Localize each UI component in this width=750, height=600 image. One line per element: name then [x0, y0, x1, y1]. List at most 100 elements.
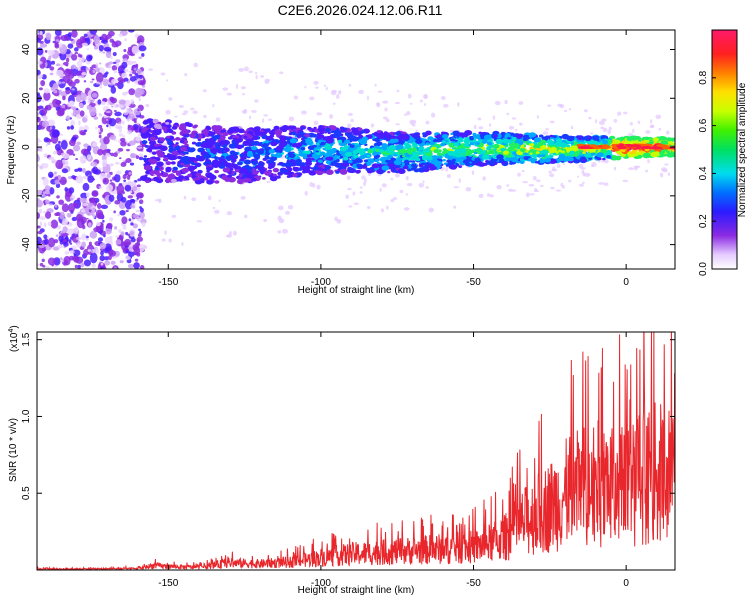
heatmap-cell	[164, 230, 167, 235]
heatmap-cell	[66, 126, 71, 130]
heatmap-cell	[108, 125, 111, 129]
colorbar-ticks: 0.0 0.2 0.4 0.6 0.8	[698, 70, 716, 276]
heatmap-cell	[590, 164, 594, 168]
heatmap-cell	[166, 128, 173, 133]
heatmap-cell	[244, 164, 250, 169]
heatmap-cell	[268, 130, 277, 136]
heatmap-cell	[243, 159, 251, 165]
spectrogram-x-label: Height of straight line (km)	[298, 285, 415, 296]
spectrogram-y-label: Frequency (Hz)	[6, 116, 17, 185]
heatmap-cell	[208, 195, 212, 201]
heatmap-cell	[254, 71, 258, 75]
heatmap-cell	[293, 166, 299, 171]
heatmap-cell	[425, 162, 431, 166]
heatmap-cell	[288, 116, 295, 122]
heatmap-cell	[637, 151, 642, 155]
heatmap-cell	[613, 118, 618, 123]
heatmap-cell	[435, 135, 440, 139]
heatmap-cell	[80, 91, 84, 97]
heatmap-cell	[228, 143, 237, 149]
heatmap-cell	[70, 65, 76, 70]
heatmap-cell	[366, 158, 375, 164]
heatmap-cell	[307, 126, 312, 131]
heatmap-cell	[289, 158, 295, 163]
heatmap-cell	[260, 74, 264, 78]
heatmap-cell	[75, 214, 83, 222]
heatmap-cell	[117, 147, 124, 152]
heatmap-cell	[136, 216, 141, 222]
heatmap-cell	[194, 176, 201, 181]
heatmap-cell	[171, 178, 177, 183]
heatmap-cell	[645, 137, 650, 141]
heatmap-cell	[357, 159, 362, 163]
heatmap-cell	[94, 46, 99, 50]
heatmap-cell	[131, 65, 137, 69]
heatmap-cell	[381, 165, 390, 171]
heatmap-cell	[55, 234, 59, 237]
heatmap-cell	[195, 163, 201, 167]
heatmap-cell	[364, 178, 367, 183]
heatmap-cell	[231, 159, 236, 163]
heatmap-cell	[605, 150, 613, 155]
heatmap-cell	[661, 167, 667, 172]
heatmap-cell	[375, 154, 381, 159]
heatmap-cell	[479, 148, 483, 152]
heatmap-cell	[108, 250, 116, 257]
heatmap-cell	[118, 99, 127, 105]
y-tick-label: -20	[21, 188, 32, 203]
heatmap-cell	[206, 150, 211, 153]
heatmap-cell	[168, 97, 173, 101]
heatmap-cell	[259, 132, 264, 135]
heatmap-cell	[180, 162, 184, 166]
heatmap-cell	[125, 209, 129, 213]
heatmap-cell	[114, 225, 118, 230]
heatmap-cell	[166, 135, 170, 139]
heatmap-cell	[143, 245, 148, 249]
heatmap-cell	[463, 139, 471, 144]
heatmap-cell	[237, 128, 245, 134]
heatmap-cell	[313, 80, 319, 85]
heatmap-cell	[454, 152, 461, 158]
heatmap-cell	[288, 153, 296, 159]
heatmap-cell	[50, 219, 59, 229]
heatmap-cell	[125, 231, 129, 236]
heatmap-cell	[482, 176, 486, 181]
heatmap-cell	[187, 147, 195, 153]
heatmap-cell	[660, 172, 664, 178]
heatmap-cell	[97, 129, 101, 133]
heatmap-cell	[382, 100, 389, 104]
heatmap-cell	[192, 125, 197, 129]
heatmap-cell	[54, 204, 58, 208]
heatmap-cell	[331, 89, 338, 93]
heatmap-cell	[41, 99, 45, 103]
heatmap-cell	[348, 83, 352, 87]
heatmap-cell	[109, 217, 114, 222]
heatmap-cell	[346, 175, 351, 180]
heatmap-cell	[146, 118, 154, 124]
heatmap-cell	[116, 126, 123, 129]
heatmap-cell	[58, 199, 65, 205]
heatmap-cell	[45, 32, 52, 41]
heatmap-cell	[395, 151, 399, 155]
heatmap-cell	[222, 167, 231, 173]
heatmap-cell	[379, 187, 382, 192]
heatmap-cell	[582, 158, 588, 162]
heatmap-cell	[600, 160, 605, 163]
snr-scale-label: (x104)	[8, 325, 20, 352]
heatmap-cell	[343, 156, 349, 161]
heatmap-cell	[299, 165, 305, 169]
heatmap-cell	[74, 52, 79, 55]
heatmap-cell	[529, 152, 533, 155]
heatmap-cell	[165, 109, 171, 115]
heatmap-cell	[496, 154, 504, 160]
heatmap-cell	[37, 199, 44, 208]
heatmap-cell	[107, 255, 112, 261]
x-tick-label: -100	[311, 578, 331, 589]
heatmap-cell	[45, 265, 50, 269]
spectrogram-heatmap	[37, 30, 675, 269]
heatmap-cell	[330, 161, 338, 166]
heatmap-cell	[129, 76, 137, 82]
heatmap-cell	[181, 128, 190, 135]
heatmap-cell	[533, 189, 540, 192]
heatmap-cell	[270, 153, 275, 157]
